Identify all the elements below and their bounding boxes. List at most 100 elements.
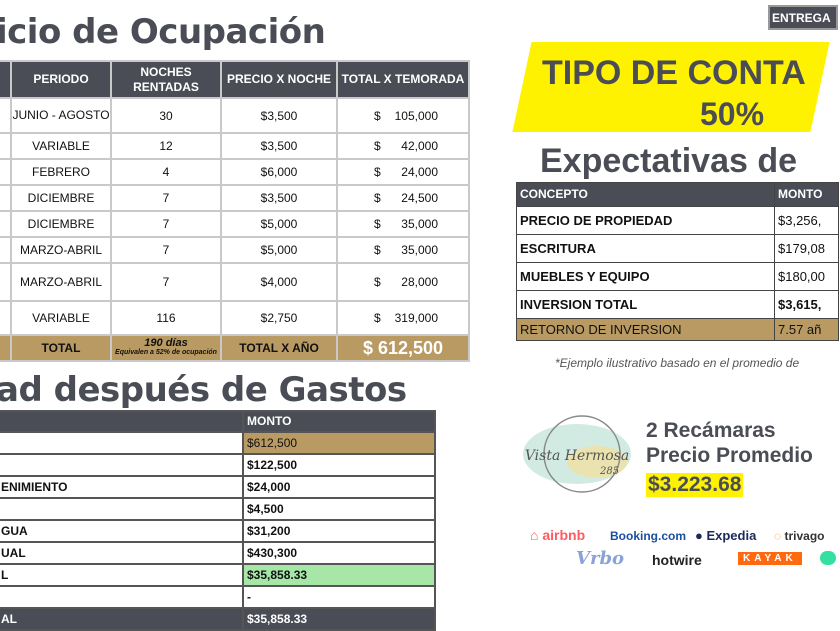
expense-row: - <box>0 585 436 609</box>
expectation-amount: 7.57 añ <box>774 318 839 341</box>
periodo-cell: DICIEMBRE <box>10 210 112 238</box>
row-label <box>0 236 12 264</box>
expectation-concept: MUEBLES Y EQUIPO <box>516 262 775 291</box>
expenses-title: ad después de Gastos <box>0 370 407 410</box>
expense-concept <box>0 453 244 477</box>
total-cell: 35,000 <box>401 217 438 231</box>
precio-cell: $3,500 <box>220 132 338 160</box>
expense-row: ENIMIENTO $24,000 <box>0 475 436 499</box>
expense-row: L $35,858.33 <box>0 563 436 587</box>
expectation-concept: RETORNO DE INVERSION <box>516 318 775 341</box>
svg-text:285: 285 <box>599 466 619 477</box>
occupancy-row: VARIABLE 116 $2,750 $319,000 <box>0 300 470 336</box>
booking-logo: Booking.com <box>610 529 687 543</box>
occupancy-table: PERIODO NOCHES RENTADAS PRECIO X NOCHE TOTA… <box>0 60 470 362</box>
expenses-header-monto: MONTO <box>242 410 436 433</box>
currency-symbol: $ <box>374 217 381 231</box>
currency-symbol: $ <box>374 191 381 205</box>
banner-line1: TIPO DE CONTA <box>542 54 806 92</box>
expectations-table: CONCEPTO MONTO PRECIO DE PROPIEDAD $3,256,… <box>516 182 839 341</box>
expense-amount: $430,300 <box>242 541 436 565</box>
expectation-row: RETORNO DE INVERSION 7.57 añ <box>516 318 839 341</box>
periodo-cell: MARZO-ABRIL <box>10 262 112 302</box>
vrbo-logo: Vrbo <box>576 548 625 569</box>
total-cell: 105,000 <box>394 108 438 123</box>
precio-cell: $6,000 <box>220 158 338 186</box>
total-days: 190 días <box>144 337 188 349</box>
header-noches: NOCHES RENTADAS <box>110 60 222 99</box>
occupancy-row: MARZO-ABRIL 7 $4,000 $28,000 <box>0 262 470 302</box>
airbnb-logo: ⌂ airbnb <box>530 527 586 543</box>
total-cell: 42,000 <box>401 139 438 153</box>
row-label <box>0 300 12 336</box>
expense-amount: $4,500 <box>242 497 436 521</box>
tripadvisor-logo <box>820 551 836 565</box>
periodo-cell: VARIABLE <box>10 132 112 160</box>
expectation-row: PRECIO DE PROPIEDAD $3,256, <box>516 206 839 235</box>
kayak-logo: KAYAK <box>738 552 802 565</box>
occupancy-row: DICIEMBRE 7 $5,000 $35,000 <box>0 210 470 238</box>
precio-cell: $3,500 <box>220 184 338 212</box>
svg-text:Vista Hermosa: Vista Hermosa <box>525 448 629 464</box>
expectations-title: Expectativas de <box>540 142 798 180</box>
periodo-cell: VARIABLE <box>10 300 112 336</box>
total-label: TOTAL <box>10 334 112 362</box>
expectation-concept: PRECIO DE PROPIEDAD <box>516 206 775 235</box>
total-cell: 24,000 <box>401 165 438 179</box>
expense-row: $612,500 <box>0 431 436 455</box>
trivago-logo: ◌ trivago <box>774 529 825 543</box>
expense-concept <box>0 497 244 521</box>
total-year-value: $ 612,500 <box>336 334 470 362</box>
expedia-logo: ● Expedia <box>695 528 757 543</box>
expectation-concept: ESCRITURA <box>516 234 775 263</box>
header-total: TOTAL X TEMORADA <box>336 60 470 99</box>
currency-symbol: $ <box>374 108 381 123</box>
row-label <box>0 262 12 302</box>
occupancy-row: JUNIO - AGOSTO 30 $3,500 $105,000 <box>0 97 470 134</box>
precio-cell: $3,500 <box>220 97 338 134</box>
unit-price-label: Precio Promedio <box>646 444 813 467</box>
currency-symbol: $ <box>374 275 381 289</box>
entrega-badge: ENTREGA <box>768 5 838 30</box>
expectation-amount: $3,256, <box>774 206 839 235</box>
noches-cell: 4 <box>110 158 222 186</box>
expense-concept: AL <box>0 607 244 631</box>
currency-symbol: $ <box>374 243 381 257</box>
expedia-text: Expedia <box>706 528 757 543</box>
noches-cell: 7 <box>110 210 222 238</box>
expense-concept: GUA <box>0 519 244 543</box>
expense-amount: $122,500 <box>242 453 436 477</box>
expense-row: GUA $31,200 <box>0 519 436 543</box>
row-label <box>0 184 12 212</box>
row-label <box>0 210 12 238</box>
header-concepto: CONCEPTO <box>516 182 775 207</box>
expense-concept <box>0 431 244 455</box>
expectation-amount: $179,08 <box>774 234 839 263</box>
brand-logo: Vista Hermosa 285 <box>522 412 632 496</box>
occupancy-row: MARZO-ABRIL 7 $5,000 $35,000 <box>0 236 470 264</box>
total-cell: 319,000 <box>394 311 438 325</box>
currency-symbol: $ <box>374 311 381 325</box>
total-cell: 24,500 <box>401 191 438 205</box>
expectation-row: MUEBLES Y EQUIPO $180,00 <box>516 262 839 291</box>
occupancy-title: icio de Ocupación <box>0 12 326 52</box>
row-label <box>0 158 12 186</box>
noches-cell: 116 <box>110 300 222 336</box>
currency-symbol: $ <box>374 139 381 153</box>
banner-line2: 50% <box>700 96 765 132</box>
header-periodo: PERIODO <box>10 60 112 99</box>
precio-cell: $2,750 <box>220 300 338 336</box>
expense-amount: $35,858.33 <box>242 563 436 587</box>
periodo-cell: DICIEMBRE <box>10 184 112 212</box>
header-precio: PRECIO X NOCHE <box>220 60 338 99</box>
total-cell: 35,000 <box>401 243 438 257</box>
row-label <box>0 132 12 160</box>
precio-cell: $4,000 <box>220 262 338 302</box>
periodo-cell: FEBRERO <box>10 158 112 186</box>
expectation-amount: $180,00 <box>774 262 839 291</box>
total-year-label: TOTAL X AÑO <box>220 334 338 362</box>
unit-price: $3.223.68 <box>646 473 744 497</box>
trivago-text: trivago <box>784 529 825 543</box>
expectation-concept: INVERSION TOTAL <box>516 290 775 319</box>
expense-row: $4,500 <box>0 497 436 521</box>
